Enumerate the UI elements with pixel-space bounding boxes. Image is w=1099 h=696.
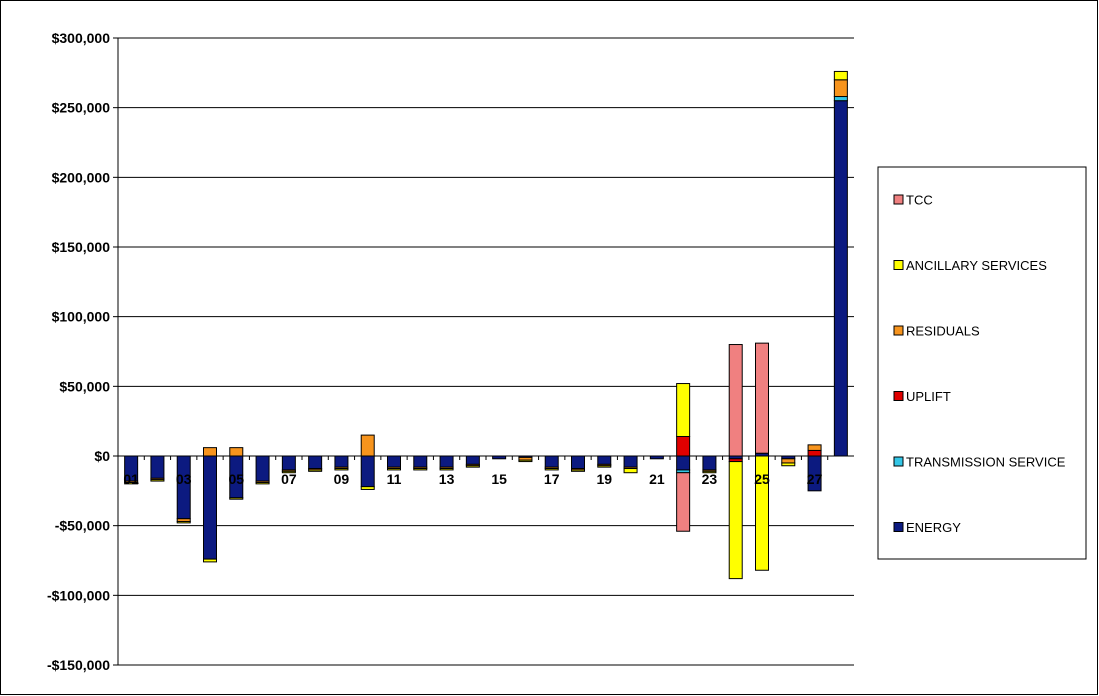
bar-segment — [676, 472, 691, 532]
legend-label: ENERGY — [906, 520, 961, 535]
bar-segment — [465, 455, 480, 465]
legend-label: RESIDUALS — [906, 324, 980, 339]
bar-segment — [833, 70, 848, 81]
bar-segment — [702, 455, 717, 471]
y-tick-label: -$50,000 — [55, 518, 110, 534]
bar-segment — [807, 449, 822, 457]
bar-segment — [807, 444, 822, 451]
bar-segment — [597, 455, 612, 465]
legend: TCC ANCILLARY SERVICES RESIDUALS UPLIFT TRAN… — [877, 166, 1087, 560]
legend-swatch — [893, 260, 904, 270]
bar-segment — [334, 455, 349, 468]
x-tick-label: 05 — [228, 471, 244, 487]
legend-box — [877, 166, 1087, 560]
bar-segment — [781, 462, 796, 467]
bar-segment — [281, 470, 296, 474]
x-tick-label: 09 — [334, 471, 350, 487]
bar-segment — [623, 468, 638, 474]
gridlines — [118, 37, 854, 666]
bar-segment — [702, 470, 717, 474]
bar-segment — [597, 465, 612, 468]
bar-segment — [676, 455, 691, 471]
x-tick-label: 01 — [123, 471, 139, 487]
x-tick-label: 19 — [596, 471, 612, 487]
y-tick-label: -$100,000 — [47, 587, 110, 603]
bar-segment — [360, 486, 375, 490]
x-tick-label: 27 — [807, 471, 823, 487]
y-tick-label: $0 — [94, 448, 110, 464]
bar-segment — [229, 497, 244, 500]
y-tick-label: -$150,000 — [47, 657, 110, 673]
bar-segment — [308, 469, 323, 472]
bar-segment — [728, 461, 743, 580]
x-tick-label: 13 — [439, 471, 455, 487]
bar-segment — [176, 455, 191, 520]
bar-segment — [229, 447, 244, 457]
bar-segment — [360, 434, 375, 457]
legend-swatch — [893, 325, 904, 336]
bar-segment — [308, 455, 323, 470]
bar-segment — [781, 458, 796, 464]
x-tick-label: 17 — [544, 471, 560, 487]
x-tick-label: 07 — [281, 471, 297, 487]
legend-label: ANCILLARY SERVICES — [906, 258, 1047, 273]
bar-segment — [623, 455, 638, 468]
bar-segment — [150, 455, 165, 479]
bar-segment — [571, 455, 585, 470]
legend-label: TRANSMISSION SERVICE — [906, 455, 1066, 470]
bar-segment — [413, 455, 428, 468]
y-tick-label: $150,000 — [52, 239, 111, 255]
bar-segment — [833, 96, 848, 102]
bar-segment — [728, 344, 743, 457]
bar-segment — [203, 447, 217, 457]
bar-segment — [334, 468, 349, 471]
y-tick-label: $250,000 — [52, 100, 111, 116]
y-tick-label: $200,000 — [52, 169, 111, 185]
legend-label: TCC — [906, 193, 933, 208]
x-axis: 01 03 05 07 09 11 13 15 17 19 21 23 25 27 — [117, 455, 854, 487]
x-tick-label: 21 — [649, 471, 665, 487]
bar-segment — [387, 468, 401, 471]
bar-segment — [203, 558, 217, 563]
bar-segment — [255, 481, 270, 485]
bar-segment — [255, 455, 270, 482]
legend-swatch — [893, 391, 904, 401]
bar-segment — [439, 455, 454, 468]
bar-segment — [833, 100, 848, 457]
bar-segment — [360, 455, 375, 488]
y-tick-label: $100,000 — [52, 309, 111, 325]
bar-segment — [203, 455, 217, 560]
legend-swatch — [893, 194, 904, 205]
bar-segment — [544, 468, 559, 471]
bar-segment — [281, 455, 296, 471]
bar-segment — [676, 383, 691, 437]
x-tick-label: 11 — [387, 471, 402, 487]
y-tick-label: $300,000 — [52, 30, 111, 46]
y-axis: $300,000 $250,000 $200,000 $150,000 $100,000… — [47, 30, 119, 673]
bar-segment — [571, 469, 585, 472]
bar-segment — [676, 435, 691, 457]
bar-segment — [176, 520, 191, 524]
x-tick-label: 03 — [176, 471, 192, 487]
bar-segment — [413, 468, 428, 471]
bars — [124, 70, 848, 580]
bar-segment — [755, 342, 769, 454]
bar-segment — [465, 465, 480, 468]
bar-segment — [544, 455, 559, 468]
bar-segment — [124, 481, 139, 485]
legend-swatch — [893, 522, 904, 532]
bar-segment — [833, 79, 848, 98]
x-tick-label: 23 — [702, 471, 718, 487]
x-tick-label: 25 — [754, 471, 770, 487]
bar-segment — [150, 479, 165, 482]
legend-swatch — [893, 456, 904, 467]
y-tick-label: $50,000 — [59, 378, 110, 394]
bar-segment — [387, 455, 401, 468]
bar-segment — [439, 468, 454, 471]
legend-label: UPLIFT — [906, 389, 951, 404]
bar-segment — [518, 459, 533, 463]
x-tick-label: 15 — [491, 471, 507, 487]
